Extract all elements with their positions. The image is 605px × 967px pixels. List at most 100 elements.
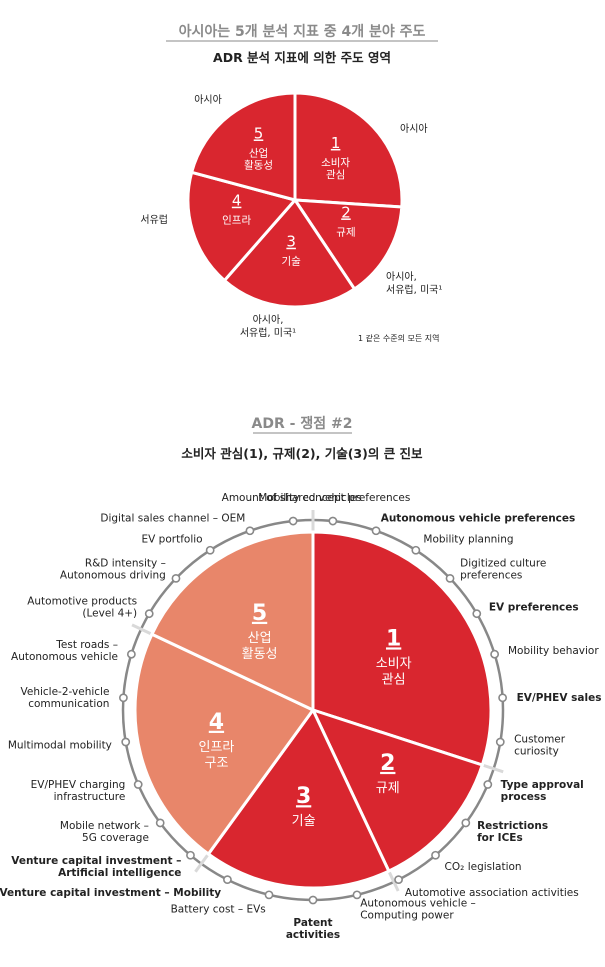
bottom-slice-number-2: 2 — [380, 751, 395, 776]
top-region-label-1-line: 아시아 — [400, 123, 428, 135]
indicator-dot — [431, 850, 440, 860]
indicator-label: Automotive association activities — [405, 887, 579, 899]
indicator-label: Autonomous vehicle – Computing power — [360, 897, 476, 921]
indicator-label: Type approval process — [501, 779, 584, 803]
top-region-label-2: 아시아, 서유럽, 미국¹ — [386, 271, 442, 296]
slice-boundary-tick — [131, 623, 153, 636]
top-slice-label-3-line: 기술 — [281, 256, 301, 268]
indicator-label-line: Test roads – — [55, 639, 118, 651]
top-region-label-2-line: 서유럽, 미국¹ — [386, 284, 442, 296]
top-pie-chart: 1 소비자 관심 2 규제 3 기술 4 인프라 5 산업 활동성 — [186, 91, 404, 309]
indicator-label-line: for ICEs — [477, 832, 523, 844]
indicator-label: EV preferences — [489, 602, 579, 614]
indicator-label-line: Digitized culture — [460, 558, 546, 570]
indicator-label: Automotive products (Level 4+) — [27, 596, 137, 620]
indicator-dot — [490, 649, 500, 659]
indicator-label-line: Autonomous vehicle preferences — [381, 513, 576, 525]
indicator-dot — [264, 890, 274, 900]
top-slice-number-4: 4 — [232, 192, 242, 210]
top-region-label-3-line: 아시아, — [253, 314, 284, 326]
top-region-label-3: 아시아, 서유럽, 미국¹ — [240, 314, 296, 339]
top-slice-number-2: 2 — [341, 203, 351, 221]
indicator-label-line: Digital sales channel – OEM — [100, 513, 245, 525]
top-region-label-5: 아시아 — [194, 94, 222, 106]
indicator-dot — [121, 737, 131, 747]
indicator-label-line: Mobility behavior — [508, 645, 599, 657]
slice-boundary-tick — [194, 853, 210, 873]
indicator-dot — [483, 780, 493, 789]
bottom-slice-label-1-line: 관심 — [382, 672, 406, 687]
bottom-slice-label-2: 규제 — [376, 781, 400, 796]
bottom-slice-number-4: 4 — [209, 710, 224, 735]
indicator-dot — [155, 818, 165, 828]
indicator-label: Mobile network –5G coverage — [60, 820, 149, 844]
indicator-label-line: Amount of shared vehicles — [222, 492, 362, 504]
indicator-dot — [144, 609, 154, 619]
bottom-slice-label-4-line: 구조 — [204, 756, 228, 771]
indicator-dot — [328, 516, 338, 526]
indicator-dot — [495, 737, 505, 747]
indicator-dot — [171, 573, 181, 583]
indicator-label: Restrictions for ICEs — [477, 820, 548, 844]
indicator-label-line: (Level 4+) — [82, 608, 137, 620]
indicator-label-line: EV portfolio — [142, 533, 203, 545]
indicator-label-line: CO₂ legislation — [445, 861, 522, 873]
indicator-label-line: Venture capital investment – Mobility — [0, 887, 221, 899]
indicator-label-line: Computing power — [360, 909, 454, 921]
bottom-slice-number-3: 3 — [296, 784, 311, 809]
indicator-label-line: Autonomous vehicle — [11, 651, 118, 663]
top-slice-number-5: 5 — [254, 124, 264, 142]
bottom-pie-slice-5 — [149, 530, 315, 713]
indicator-label: Mobility planning — [423, 533, 513, 545]
top-slice-label-1: 소비자 관심 — [321, 157, 350, 181]
bottom-slice-label-5-line: 산업 — [248, 631, 272, 646]
bottom-slice-label-4: 인프라 구조 — [199, 740, 235, 771]
bottom-slice-label-4-line: 인프라 — [199, 740, 235, 755]
indicator-dot — [472, 609, 482, 619]
indicator-dot — [118, 693, 128, 703]
slice-boundary-tick — [387, 870, 400, 892]
indicator-label: EV portfolio — [142, 533, 203, 545]
bottom-title: ADR - 쟁점 #2 — [252, 415, 353, 432]
indicator-label: Digitized culture preferences — [460, 558, 546, 582]
bottom-slice-number-1: 1 — [386, 626, 401, 651]
top-region-label-3-line: 서유럽, 미국¹ — [240, 327, 296, 339]
bottom-slice-label-3-line: 기술 — [292, 814, 316, 829]
indicator-label-line: Vehicle-2-vehicle — [21, 686, 110, 698]
bottom-slice-label-1: 소비자 관심 — [376, 656, 412, 687]
indicator-label-line: Mobility concept preferences — [258, 492, 410, 504]
indicator-label-line: communication — [28, 698, 109, 710]
indicator-label: Autonomous vehicle preferences — [381, 513, 576, 525]
top-slice-label-4: 인프라 — [222, 215, 251, 227]
indicator-label-line: Battery cost – EVs — [171, 903, 266, 915]
indicator-dot — [288, 516, 298, 526]
bottom-pie-slice-3 — [206, 707, 391, 890]
indicator-label-line: EV preferences — [489, 602, 579, 614]
bottom-subtitle: 소비자 관심(1), 규제(2), 기술(3)의 큰 진보 — [181, 446, 423, 461]
top-slice-label-4-line: 인프라 — [222, 215, 251, 227]
top-slice-label-5-line: 산업 — [249, 146, 268, 159]
top-slice-label-1-line: 관심 — [326, 169, 345, 181]
indicator-label: Vehicle-2-vehicle communication — [21, 686, 110, 710]
indicator-label-line: EV/PHEV charging — [31, 779, 126, 791]
bottom-slice-label-5: 산업 활동성 — [242, 631, 278, 662]
indicator-dot — [445, 573, 455, 583]
top-region-label-2-line: 아시아, — [386, 271, 417, 283]
indicator-dot — [133, 780, 143, 789]
indicator-dot — [308, 895, 318, 905]
bottom-slice-label-5-line: 활동성 — [242, 647, 278, 662]
indicator-dot — [371, 526, 381, 536]
indicator-dot — [394, 875, 403, 885]
top-region-label-4: 서유럽 — [140, 214, 168, 226]
bottom-pie-slice-1 — [311, 530, 493, 767]
top-slice-label-1-line: 소비자 — [321, 157, 350, 169]
top-subtitle: ADR 분석 지표에 의한 주도 영역 — [213, 50, 391, 65]
indicator-dot — [498, 693, 508, 703]
bottom-pie-slice-2 — [310, 707, 485, 874]
indicator-label: Venture capital investment – Mobility — [0, 887, 221, 899]
indicator-label-line: EV/PHEV sales — [517, 692, 602, 704]
indicator-label-line: Mobile network – — [60, 820, 149, 832]
indicator-label-line: Automotive association activities — [405, 887, 579, 899]
indicator-label: CO₂ legislation — [445, 861, 522, 873]
